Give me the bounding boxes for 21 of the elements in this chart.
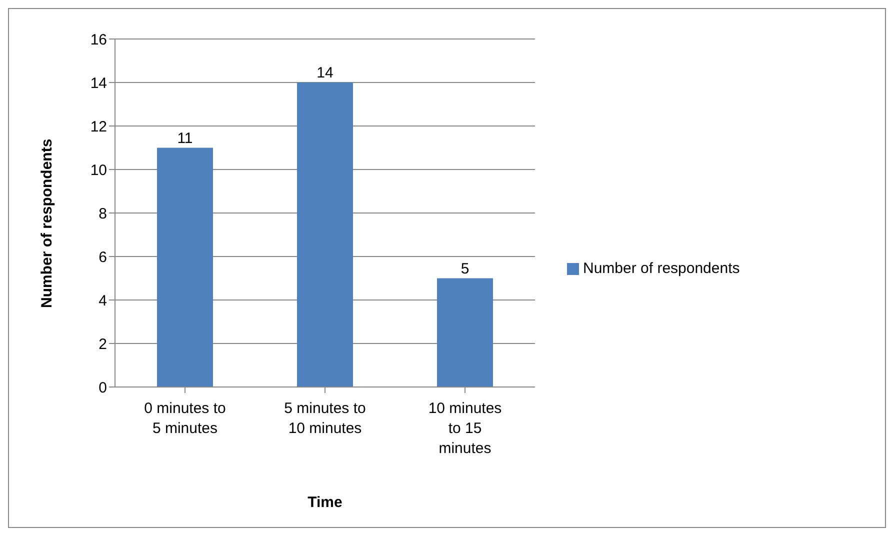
x-tick-label: 0 minutes to 5 minutes	[144, 400, 226, 437]
y-tick-label: 0	[98, 379, 107, 396]
y-tick-label: 6	[98, 248, 107, 266]
y-tick-label: 4	[98, 292, 107, 310]
bar	[297, 82, 353, 387]
y-tick-label: 12	[90, 118, 107, 136]
data-label: 14	[316, 64, 334, 82]
x-axis-title: Time	[308, 494, 342, 511]
x-tick-label: 10 minutes to 15 minutes	[428, 400, 502, 457]
data-label: 11	[177, 130, 193, 147]
bar	[437, 278, 493, 387]
x-tick-label: 5 minutes to 10 minutes	[284, 400, 366, 437]
data-label: 5	[460, 260, 470, 278]
y-tick-label: 10	[90, 162, 107, 179]
y-tick-label: 2	[98, 336, 107, 353]
legend-label: Number of respondents	[583, 260, 740, 276]
y-tick-label: 8	[98, 205, 107, 222]
y-tick-label: 16	[90, 31, 107, 48]
y-axis-title: Number of respondents	[38, 138, 56, 308]
y-tick-label: 14	[90, 74, 107, 92]
bar	[157, 148, 213, 387]
